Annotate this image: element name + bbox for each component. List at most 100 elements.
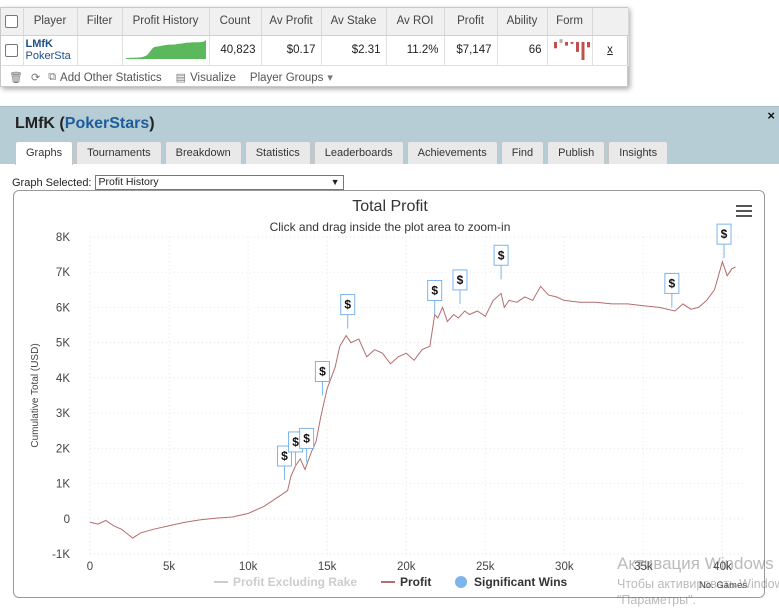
- header-blank: [592, 8, 629, 36]
- win-flag-box[interactable]: [340, 294, 356, 316]
- y-tick-label: 7K: [56, 267, 70, 279]
- filter-cell: [77, 35, 123, 66]
- x-tick-label: 10k: [239, 561, 258, 573]
- y-tick-label: 3K: [56, 408, 70, 420]
- legend-rake-label[interactable]: Profit Excluding Rake: [233, 575, 357, 589]
- form-bar: [570, 41, 573, 44]
- visualize-button[interactable]: ▤ Visualize: [175, 71, 236, 85]
- y-axis-label: Cumulative Total (USD): [30, 343, 41, 447]
- chart-container[interactable]: Total Profit Click and drag inside the p…: [13, 190, 765, 598]
- table-row: LMfK PokerSta 40,823 $0.17 $2.31 11.2% $…: [1, 35, 629, 66]
- header-count[interactable]: Count: [209, 8, 262, 36]
- tab-publish[interactable]: Publish: [547, 141, 606, 164]
- win-flag-label: $: [431, 283, 438, 297]
- profit-chart-svg[interactable]: -1K 0 1K 2K 3K 4K 5K 6K 7K 8K 0 5k 10k 15k 20k 25k 30k 35…: [14, 191, 765, 598]
- panel-tabs: Graphs Tournaments Breakdown Statistics Lead…: [15, 141, 669, 165]
- win-flag-box[interactable]: [314, 361, 330, 382]
- x-axis-label: No. Games: [699, 580, 747, 591]
- av-profit-cell: $0.17: [261, 35, 322, 66]
- tab-statistics[interactable]: Statistics: [244, 141, 311, 164]
- win-flag-label: $: [669, 276, 676, 290]
- chart-menu-icon[interactable]: [736, 205, 752, 220]
- tab-graphs[interactable]: Graphs: [15, 141, 74, 165]
- form-cell: [547, 35, 593, 66]
- trash-icon[interactable]: 🗑: [9, 72, 23, 84]
- win-flag-label: $: [498, 248, 505, 262]
- visualize-label: Visualize: [190, 71, 236, 84]
- profit-history-sparkline: [125, 39, 206, 59]
- remove-player-link[interactable]: x: [592, 35, 629, 66]
- y-tick-label: 5K: [56, 338, 70, 350]
- player-groups-dropdown[interactable]: Player Groups ▾: [250, 71, 333, 85]
- player-table-card: Player Filter Profit History Count Av Pr…: [0, 7, 629, 90]
- close-panel-button[interactable]: ×: [767, 108, 775, 123]
- panel-title-site-link[interactable]: PokerStars: [64, 115, 150, 132]
- legend-wins-label[interactable]: Significant Wins: [474, 575, 568, 589]
- header-profit-history[interactable]: Profit History: [122, 8, 210, 36]
- select-all-checkbox[interactable]: [5, 14, 19, 28]
- player-table: Player Filter Profit History Count Av Pr…: [1, 8, 629, 66]
- win-flag-box[interactable]: [716, 223, 732, 245]
- image-icon: ▤: [175, 72, 187, 84]
- graph-select-value: Profit History: [98, 176, 159, 188]
- panel-title-nick: LMfK: [15, 115, 55, 132]
- row-checkbox[interactable]: [5, 43, 19, 57]
- count-cell: 40,823: [209, 35, 262, 66]
- y-tick-label: 6K: [56, 302, 70, 314]
- win-flag-box[interactable]: [299, 427, 315, 449]
- select-all-cell[interactable]: [1, 8, 24, 36]
- header-form[interactable]: Form: [547, 8, 593, 36]
- tab-insights[interactable]: Insights: [608, 141, 669, 164]
- legend-wins-swatch[interactable]: [455, 576, 467, 588]
- graph-selected-label: Graph Selected:: [12, 176, 92, 189]
- win-flag-box[interactable]: [427, 279, 443, 301]
- caret-down-icon: ▾: [327, 72, 333, 84]
- win-flag-label: $: [281, 449, 288, 463]
- add-other-statistics-button[interactable]: ⧉ Add Other Statistics: [48, 71, 161, 84]
- header-ability[interactable]: Ability: [497, 8, 548, 36]
- x-tick-label: 0: [87, 561, 93, 573]
- y-tick-label: 0: [64, 514, 70, 526]
- tab-find[interactable]: Find: [500, 141, 545, 164]
- tab-leaderboards[interactable]: Leaderboards: [313, 141, 404, 164]
- form-bar: [575, 41, 579, 52]
- player-site-link[interactable]: PokerSta: [25, 50, 71, 62]
- tab-breakdown[interactable]: Breakdown: [164, 141, 242, 164]
- graph-selector: Graph Selected: Profit History ▼: [12, 175, 344, 190]
- form-bar: [559, 38, 562, 43]
- dropdown-arrow-icon: ▼: [330, 177, 340, 187]
- refresh-icon[interactable]: ⟳: [30, 72, 41, 84]
- win-flag-label: $: [721, 227, 728, 241]
- row-select-cell[interactable]: [1, 35, 24, 66]
- tab-achievements[interactable]: Achievements: [406, 141, 498, 164]
- table-header-row: Player Filter Profit History Count Av Pr…: [1, 8, 629, 36]
- player-nick-link[interactable]: LMfK: [25, 38, 54, 50]
- graph-select-dropdown[interactable]: Profit History ▼: [94, 175, 344, 190]
- header-av-stake[interactable]: Av Stake: [321, 8, 387, 36]
- legend-profit-label[interactable]: Profit: [400, 575, 431, 589]
- tab-tournaments[interactable]: Tournaments: [76, 141, 162, 164]
- header-av-profit[interactable]: Av Profit: [261, 8, 322, 36]
- win-flag-box[interactable]: [276, 445, 292, 467]
- header-av-roi[interactable]: Av ROI: [386, 8, 445, 36]
- win-flag-label: $: [303, 431, 310, 445]
- x-tick-label: 15k: [318, 561, 337, 573]
- header-player[interactable]: Player: [23, 8, 78, 36]
- header-profit[interactable]: Profit: [444, 8, 498, 36]
- win-flag-box[interactable]: [493, 244, 509, 266]
- form-bar: [586, 41, 590, 47]
- profit-history-cell: [122, 35, 210, 66]
- ability-cell: 66: [497, 35, 548, 66]
- win-flag-box[interactable]: [452, 269, 468, 291]
- form-bar: [553, 41, 557, 48]
- y-tick-label: 1K: [56, 479, 70, 491]
- sparkline-area: [125, 39, 206, 59]
- win-flag-box[interactable]: [664, 272, 680, 294]
- win-flag-label: $: [457, 273, 464, 287]
- player-cell[interactable]: LMfK PokerSta: [23, 35, 78, 66]
- header-filter[interactable]: Filter: [77, 8, 123, 36]
- table-toolbar: 🗑 ⟳ ⧉ Add Other Statistics ▤ Visualize P…: [1, 66, 627, 90]
- y-tick-label: -1K: [52, 549, 70, 561]
- chart-title: Total Profit: [352, 198, 428, 215]
- form-bars-chart: [553, 38, 590, 60]
